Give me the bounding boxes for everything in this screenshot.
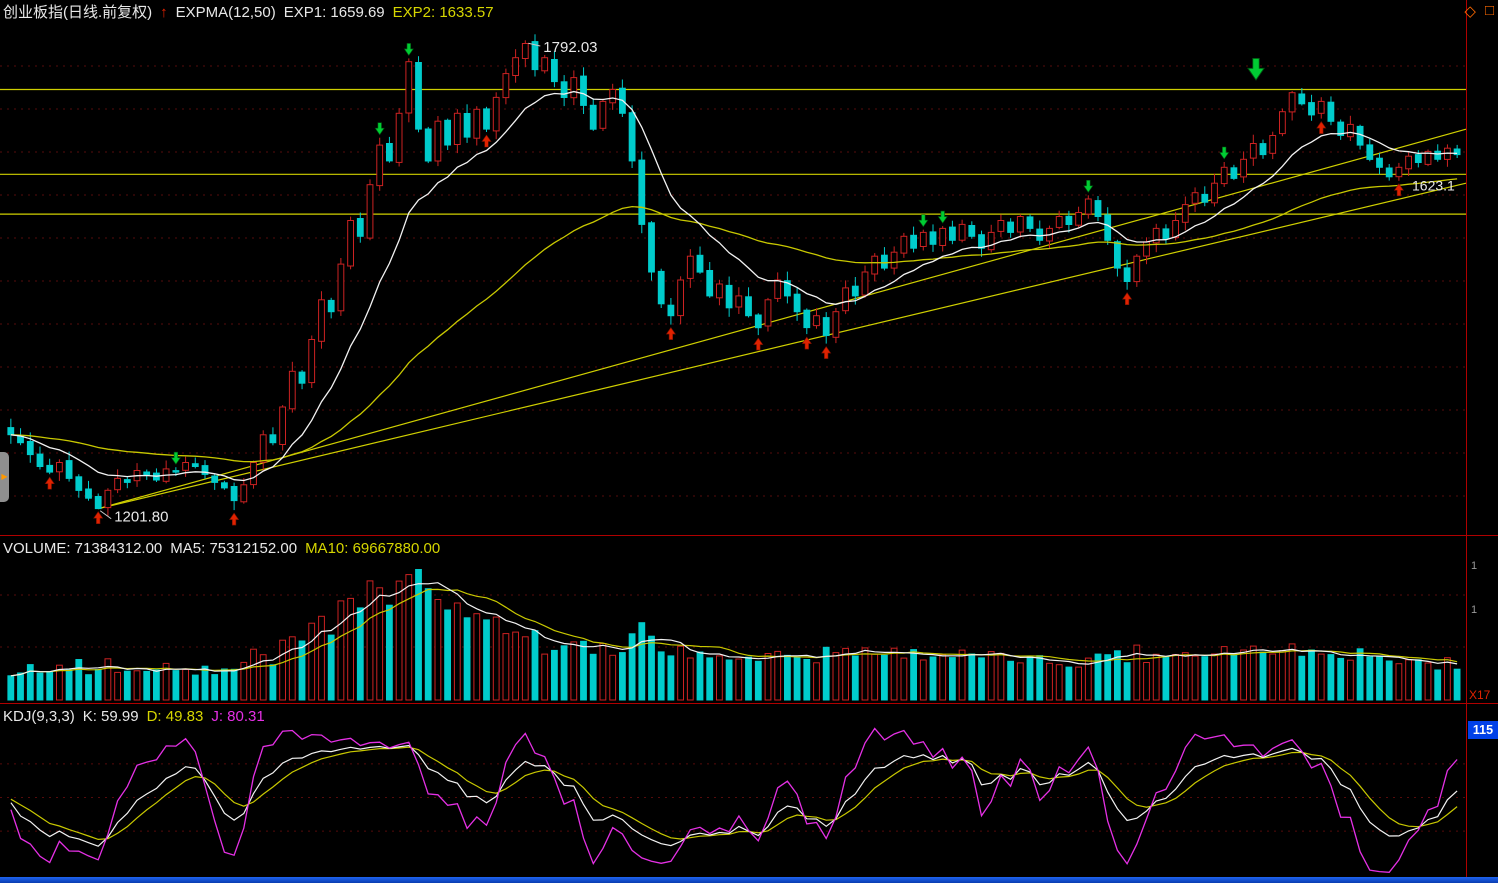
- volume-value: VOLUME: 71384312.00: [3, 540, 163, 557]
- sell-arrow-icon: [1219, 146, 1230, 160]
- diamond-icon[interactable]: ◇: [1464, 3, 1476, 20]
- kdj-indicator-label: KDJ(9,3,3): [3, 708, 75, 725]
- sell-arrow-icon: [1083, 180, 1094, 193]
- volume-ma5-value: MA5: 75312152.00: [170, 540, 298, 557]
- volume-pane-header: VOLUME: 71384312.00 MA5: 75312152.00 MA1…: [3, 540, 440, 557]
- buy-arrow-icon: [1393, 183, 1404, 197]
- volume-ma10-value: MA10: 69667880.00: [305, 540, 441, 557]
- buy-arrow-icon: [93, 511, 104, 524]
- exp2-value: EXP2: 1633.57: [392, 4, 494, 21]
- symbol-title: 创业板指(日线.前复权): [3, 4, 153, 21]
- price-annotations: 1792.03 1201.80 1623.1: [99, 39, 1455, 526]
- window-controls: ◇ □: [1464, 2, 1494, 20]
- sell-arrow-icon: [403, 43, 414, 56]
- panel-collapse-handle[interactable]: ▶: [0, 452, 9, 502]
- corner-indicator-label: X17: [1469, 688, 1491, 702]
- kdj-lines: [10, 727, 1458, 873]
- sell-arrow-icon: [170, 451, 181, 465]
- buy-arrow-icon: [801, 336, 812, 350]
- sell-arrow-icon: [1247, 57, 1265, 81]
- volume-axis-label: 1: [1471, 560, 1478, 572]
- expma-indicator-label: EXPMA(12,50): [175, 4, 276, 21]
- buy-arrow-icon: [1122, 292, 1133, 305]
- window-box-icon[interactable]: □: [1484, 2, 1494, 19]
- kdj-scale-badge: 115: [1468, 721, 1498, 739]
- buy-arrow-icon: [229, 512, 240, 526]
- volume-chart[interactable]: [0, 535, 1498, 703]
- gridlines: [0, 65, 1466, 497]
- volume-axis-label: 1: [1471, 604, 1478, 616]
- chevron-right-icon: ▶: [1, 472, 8, 481]
- marked-price-label: 1623.1: [1412, 177, 1455, 193]
- buy-arrow-icon: [481, 134, 492, 148]
- volume-bars: [7, 569, 1461, 701]
- signal-arrows: [44, 43, 1404, 526]
- sell-arrow-icon: [937, 210, 948, 224]
- candles: [7, 34, 1461, 516]
- gridlines: [0, 594, 1466, 648]
- expma-lines: [10, 90, 1458, 482]
- volume-ma-lines: [10, 582, 1458, 677]
- exp1-value: EXP1: 1659.69: [283, 4, 385, 21]
- pane-divider: [0, 535, 1498, 536]
- kdj-pane-header: KDJ(9,3,3) K: 59.99 D: 49.83 J: 80.31: [3, 708, 265, 725]
- up-arrow-icon: ↑: [160, 4, 168, 21]
- kdj-j-value: J: 80.31: [211, 708, 265, 725]
- pane-divider: [0, 703, 1498, 704]
- bottom-edge-bar: [0, 877, 1498, 883]
- buy-arrow-icon: [665, 327, 676, 340]
- kdj-k-value: K: 59.99: [82, 708, 139, 725]
- sell-arrow-icon: [918, 214, 929, 228]
- buy-arrow-icon: [44, 476, 55, 490]
- kdj-d-value: D: 49.83: [146, 708, 204, 725]
- high-price-label: 1792.03: [543, 39, 597, 56]
- candlestick-chart[interactable]: 1792.03 1201.80 1623.1: [0, 0, 1498, 535]
- buy-arrow-icon: [821, 346, 832, 359]
- buy-arrow-icon: [1316, 121, 1327, 134]
- low-price-label: 1201.80: [114, 509, 168, 526]
- buy-arrow-icon: [753, 337, 764, 351]
- main-pane-header: 创业板指(日线.前复权) ↑ EXPMA(12,50) EXP1: 1659.6…: [3, 4, 494, 21]
- right-axis-line: [1466, 0, 1467, 877]
- kdj-chart[interactable]: [0, 703, 1498, 883]
- gridlines: [0, 763, 1466, 832]
- sell-arrow-icon: [374, 122, 385, 136]
